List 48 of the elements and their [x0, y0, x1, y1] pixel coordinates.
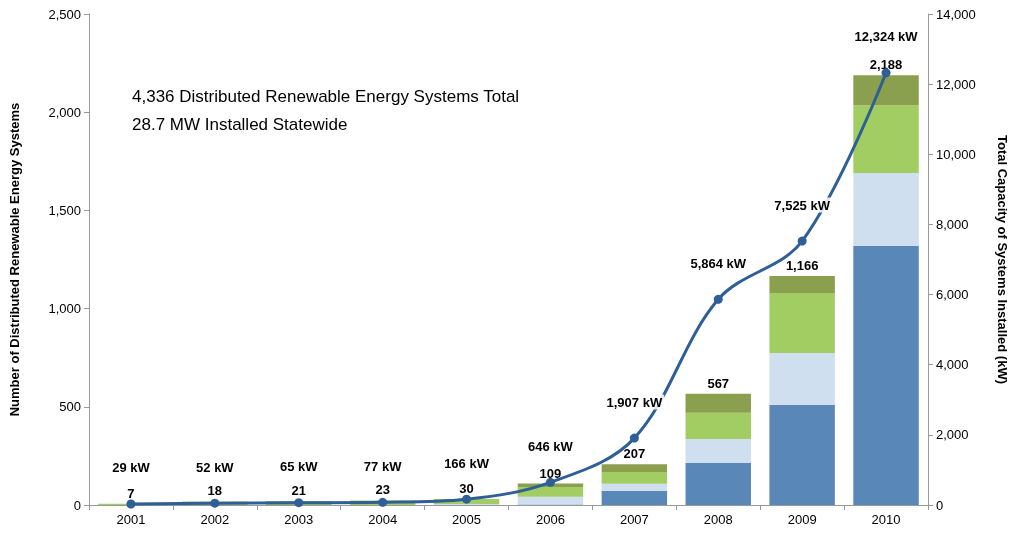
x-tick-label: 2001: [116, 512, 146, 527]
y2-tick-label: 14,000: [936, 6, 976, 22]
data-label: 12,324 kW: [854, 29, 919, 45]
x-tick-label: 2003: [284, 512, 314, 527]
total-label: 109: [539, 465, 562, 481]
data-label: 166 kW: [444, 455, 490, 471]
x-tick-label: 2004: [368, 512, 398, 527]
annotation: 28.7 MW Installed Statewide: [132, 115, 348, 134]
data-label: 5,864 kW: [690, 255, 747, 271]
y-tick-label: 0: [73, 497, 81, 513]
y-tick-label: 1,000: [48, 301, 81, 317]
total-label: 1,166: [785, 258, 819, 273]
x-tick-label: 2007: [619, 512, 649, 527]
y2-tick-label: 6,000: [936, 287, 969, 303]
y2-tick-label: 10,000: [936, 146, 976, 162]
y2-tick-label: 2,000: [936, 427, 969, 443]
data-label: 7,525 kW: [774, 197, 831, 213]
total-label: 207: [623, 446, 646, 462]
y-tick-label: 1,500: [48, 202, 81, 218]
x-tick-label: 2006: [535, 512, 565, 527]
y2-axis-title: Total Capacity of Systems Installed (kW): [995, 135, 1010, 384]
data-label: 29 kW: [112, 460, 151, 476]
data-label: 65 kW: [279, 459, 319, 475]
x-tick-label: 2009: [787, 512, 817, 527]
x-tick-label: 2005: [452, 512, 482, 527]
y-axis-title: Number of Distributed Renewable Energy Systems: [7, 102, 22, 417]
data-label: 646 kW: [528, 438, 574, 454]
x-tick-label: 2002: [200, 512, 230, 527]
annotation: 4,336 Distributed Renewable Energy Systems Total: [132, 87, 520, 106]
y-tick-label: 500: [59, 399, 81, 415]
y2-tick-label: 8,000: [936, 216, 969, 232]
y2-tick-label: 0: [936, 497, 944, 513]
total-label: 21: [291, 482, 306, 498]
y2-tick-label: 4,000: [936, 357, 969, 373]
x-tick-label: 2008: [703, 512, 733, 527]
y2-tick-label: 12,000: [936, 76, 976, 92]
total-label: 23: [375, 482, 390, 498]
total-label: 567: [707, 375, 730, 391]
total-label: 18: [207, 483, 223, 499]
total-label: 2,188: [869, 57, 903, 73]
y-tick-label: 2,000: [48, 104, 81, 120]
x-tick-label: 2010: [871, 512, 901, 527]
data-label: 1,907 kW: [606, 394, 663, 410]
y-tick-label: 2,500: [48, 6, 81, 22]
total-label: 30: [459, 481, 474, 497]
total-label: 7: [127, 485, 135, 501]
data-label: 52 kW: [196, 459, 235, 475]
data-label: 77 kW: [363, 458, 403, 474]
